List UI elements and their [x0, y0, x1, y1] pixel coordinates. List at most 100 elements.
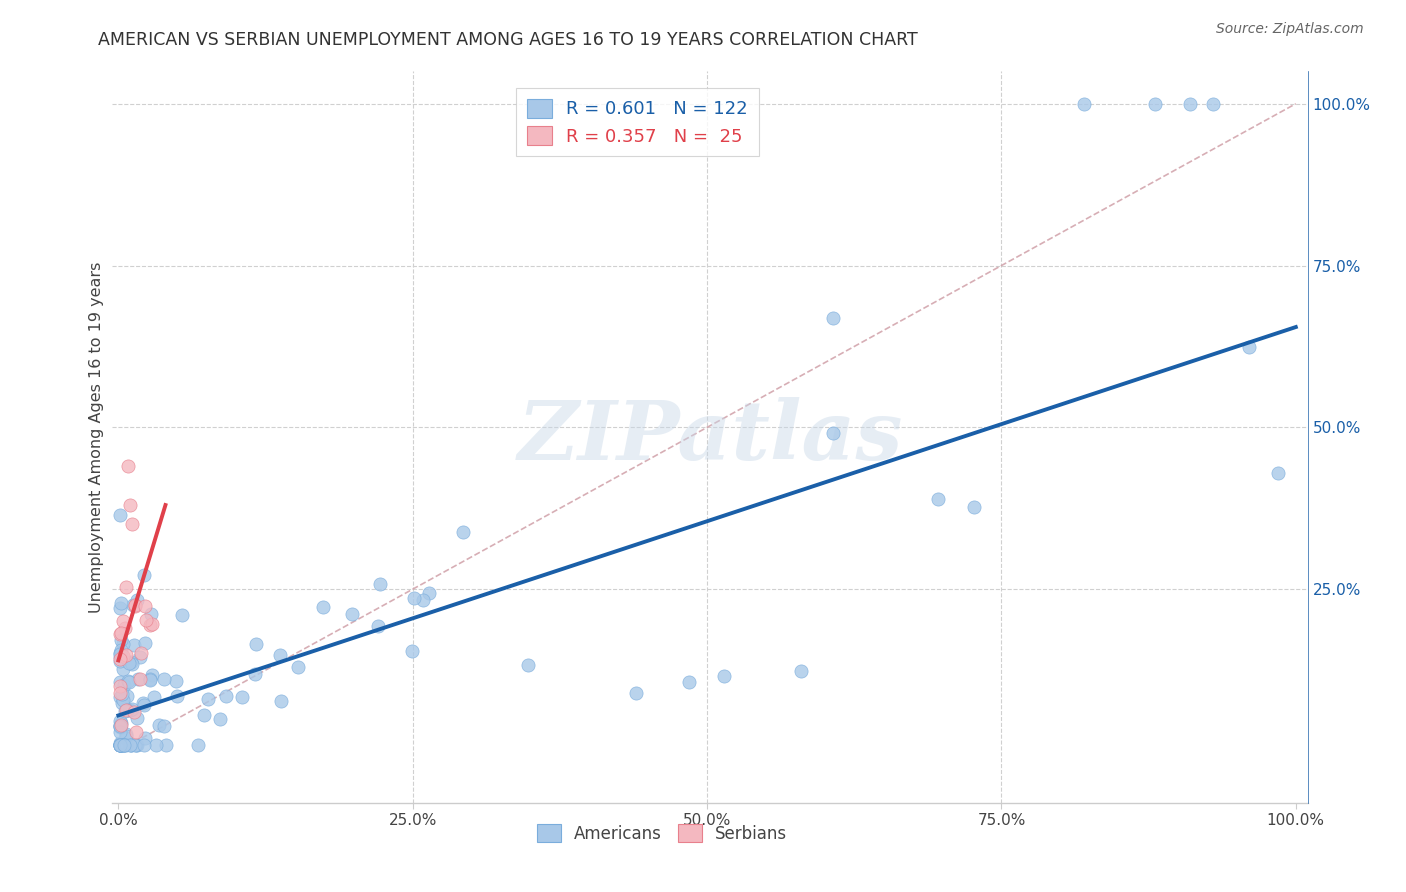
Text: Source: ZipAtlas.com: Source: ZipAtlas.com: [1216, 22, 1364, 37]
Text: ZIPatlas: ZIPatlas: [517, 397, 903, 477]
Point: [108, 736, 131, 750]
Point: [134, 731, 156, 745]
Point: [127, 738, 149, 752]
Point: [112, 637, 135, 651]
Point: [108, 738, 131, 752]
Point: [418, 586, 440, 600]
Point: [125, 738, 148, 752]
Point: [270, 694, 292, 708]
Point: [1073, 96, 1095, 111]
Point: [138, 672, 160, 686]
Point: [108, 652, 131, 666]
Text: AMERICAN VS SERBIAN UNEMPLOYMENT AMONG AGES 16 TO 19 YEARS CORRELATION CHART: AMERICAN VS SERBIAN UNEMPLOYMENT AMONG A…: [98, 31, 918, 49]
Point: [108, 646, 131, 660]
Legend: Americans, Serbians: Americans, Serbians: [530, 817, 794, 849]
Point: [678, 674, 700, 689]
Point: [368, 576, 391, 591]
Point: [141, 668, 163, 682]
Point: [367, 619, 389, 633]
Point: [129, 673, 152, 687]
Point: [125, 724, 148, 739]
Point: [114, 730, 136, 744]
Point: [1202, 96, 1225, 111]
Point: [193, 708, 215, 723]
Point: [110, 738, 132, 752]
Point: [108, 718, 131, 732]
Point: [790, 665, 813, 679]
Point: [927, 491, 949, 506]
Point: [139, 607, 162, 621]
Point: [108, 738, 131, 752]
Point: [134, 635, 156, 649]
Point: [120, 498, 142, 512]
Point: [117, 673, 139, 688]
Point: [129, 646, 152, 660]
Point: [108, 714, 131, 728]
Point: [165, 674, 187, 689]
Point: [118, 738, 141, 752]
Point: [110, 724, 132, 739]
Point: [110, 632, 132, 647]
Point: [108, 647, 131, 661]
Point: [208, 712, 231, 726]
Point: [120, 738, 142, 752]
Point: [121, 702, 143, 716]
Point: [287, 660, 309, 674]
Point: [112, 693, 135, 707]
Point: [451, 524, 474, 539]
Point: [125, 593, 148, 607]
Point: [142, 690, 165, 705]
Point: [312, 599, 335, 614]
Point: [108, 690, 131, 704]
Point: [124, 638, 146, 652]
Point: [121, 657, 143, 671]
Point: [412, 592, 434, 607]
Point: [115, 703, 138, 717]
Point: [402, 591, 425, 605]
Point: [110, 718, 132, 732]
Point: [117, 459, 139, 474]
Point: [110, 626, 132, 640]
Point: [108, 686, 131, 700]
Point: [122, 599, 145, 613]
Point: [231, 690, 253, 704]
Point: [112, 678, 135, 692]
Point: [132, 568, 155, 582]
Point: [111, 696, 134, 710]
Point: [108, 738, 131, 752]
Point: [114, 621, 136, 635]
Point: [108, 649, 131, 664]
Point: [111, 614, 134, 628]
Point: [821, 426, 844, 441]
Point: [145, 738, 167, 752]
Point: [108, 654, 131, 668]
Point: [115, 738, 138, 752]
Point: [821, 311, 844, 326]
Point: [128, 650, 150, 665]
Point: [112, 738, 135, 752]
Point: [152, 719, 174, 733]
Point: [115, 580, 138, 594]
Point: [121, 517, 143, 532]
Point: [141, 617, 163, 632]
Point: [120, 738, 142, 752]
Point: [245, 667, 267, 681]
Point: [139, 617, 162, 632]
Point: [134, 738, 156, 752]
Point: [111, 738, 134, 752]
Point: [114, 704, 136, 718]
Point: [108, 508, 131, 522]
Point: [1178, 96, 1201, 111]
Point: [127, 711, 149, 725]
Point: [214, 690, 236, 704]
Point: [111, 687, 134, 701]
Point: [112, 738, 135, 752]
Point: [134, 698, 156, 712]
Point: [148, 717, 170, 731]
Point: [132, 696, 155, 710]
Point: [110, 643, 132, 657]
Point: [110, 674, 132, 689]
Point: [108, 738, 131, 752]
Point: [110, 679, 132, 693]
Point: [110, 738, 132, 752]
